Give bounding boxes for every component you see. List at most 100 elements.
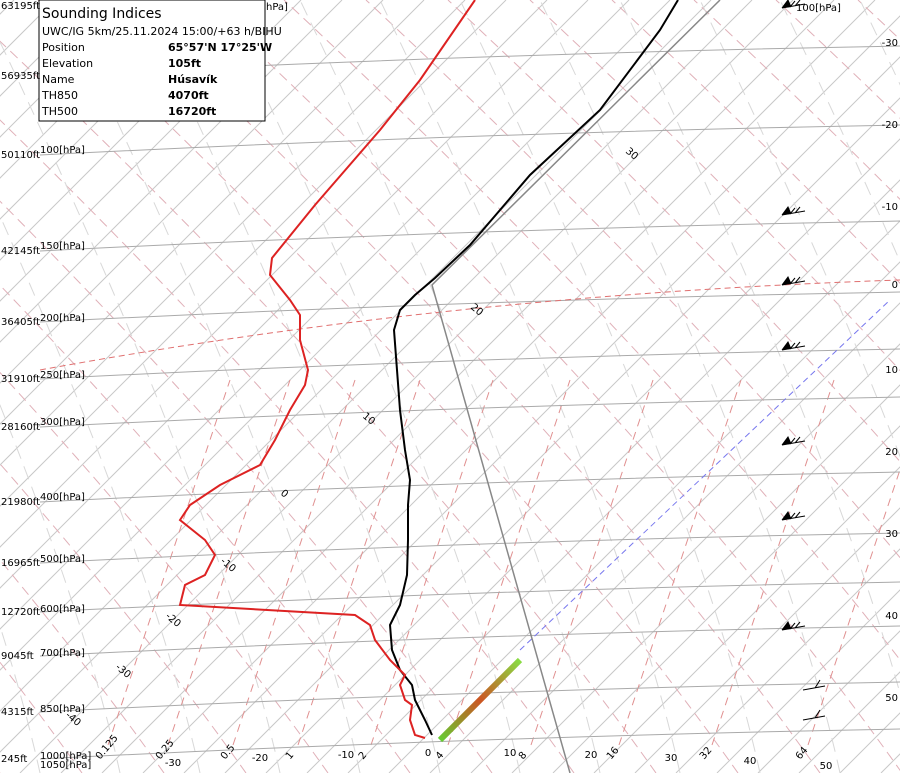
height-label: 16965ft [1,558,40,569]
height-label: 50110ft [1,150,40,161]
height-label: 31910ft [1,374,40,385]
isobar [39,625,900,657]
info-run: UWC/IG 5km/25.11.2024 15:00/+63 h/BIHU [42,25,282,38]
isotherm [0,0,671,671]
right-label: 30 [885,529,898,540]
wind-barb [802,709,826,721]
temperature-label: 20 [585,750,598,761]
isotherm [429,302,900,773]
info-value: 105ft [168,57,201,70]
top-label: 100[hPa] [796,3,841,14]
height-label: 63195ft [1,1,40,12]
wind-barb [781,436,806,446]
info-value: Húsavík [168,73,218,86]
right-label: 20 [885,447,898,458]
isobar [39,532,900,564]
isotherm [101,0,876,773]
isobar [39,396,900,428]
isotherm [0,0,425,425]
isotherm [798,671,900,773]
dry-adiabat [857,0,900,41]
pressure-label: 400[hPa] [40,492,85,503]
temperature-label: 30 [665,753,678,764]
mixing-ratio-label: 64 [794,745,811,762]
pressure-label: 500[hPa] [40,554,85,565]
info-label: TH850 [41,89,78,102]
height-label: 36405ft [1,317,40,328]
pressure-label: 850[hPa] [40,704,85,715]
moist-adiabat [859,0,900,86]
isotherm [880,753,900,773]
isobar [39,348,900,380]
mixing-ratio-line [711,379,835,746]
dry-adiabat [37,0,739,773]
right-label: -10 [882,202,898,213]
info-box: Sounding Indices UWC/IG 5km/25.11.2024 1… [38,0,282,122]
temperature-label: 50 [820,761,833,772]
isotherm [0,0,589,589]
dry-adiabat [529,0,900,372]
right-label: 50 [885,693,898,704]
wind-barb [781,276,806,286]
pressure-label: 150[hPa] [40,241,85,252]
dry-adiabat [0,284,411,773]
isotherm [0,0,712,712]
temperature-label: 10 [504,748,517,759]
pressure-label: 1050[hPa] [40,760,91,771]
isobar [39,124,900,156]
mixing-ratio-label: 2 [357,750,370,762]
isotherm [0,0,179,179]
height-label: 56935ft [1,71,40,82]
parcel-line [431,0,721,773]
dry-adiabat [283,0,900,661]
isotherm [0,0,220,220]
right-label: 10 [885,365,898,376]
adiabat-label: 20 [468,302,485,319]
cape-bar [437,657,523,743]
mixing-ratio-label: 32 [698,745,715,762]
isotherm [716,589,900,773]
info-label: Position [42,41,85,54]
height-label: 21980ft [1,497,40,508]
dry-adiabat [0,200,493,773]
isotherm [0,0,548,548]
dewpoint-profile [178,0,476,739]
adiabat-label: 0 [278,488,290,501]
height-label: 9045ft [1,651,34,662]
dry-adiabat [0,119,575,773]
wind-barb [781,206,806,216]
dry-adiabat [0,559,165,773]
mixing-ratio-label: 1 [284,750,297,762]
height-label: 28160ft [1,422,40,433]
isotherm [839,712,900,773]
dry-adiabat [0,463,247,773]
isotherm [0,0,466,466]
adiabat-label: -30 [113,662,133,681]
isotherm [0,0,343,343]
freezing-level [39,279,900,371]
info-label: TH500 [41,105,78,118]
info-value: 65°57'N 17°25'W [168,41,272,54]
temperature-label: 0 [425,748,431,759]
height-label: 42145ft [1,246,40,257]
wind-barbs [781,0,826,721]
isotherm [306,179,900,773]
mixing-ratio-label: 0.125 [94,733,121,762]
dry-adiabat [119,0,821,773]
isobar [39,291,900,323]
info-label: Elevation [42,57,93,70]
info-value: 16720ft [168,105,216,118]
isotherm [265,138,900,773]
wind-barb [781,621,806,631]
isotherm [60,0,835,773]
pressure-label: 100[hPa] [40,145,85,156]
isobar [39,681,900,713]
wind-barb [781,511,806,521]
right-label: -30 [882,38,898,49]
moist-adiabat [299,0,601,773]
dry-adiabat [447,0,900,463]
isotherm [0,0,507,507]
isotherm [552,425,900,773]
dry-adiabat [201,0,900,772]
pressure-label: 600[hPa] [40,604,85,615]
